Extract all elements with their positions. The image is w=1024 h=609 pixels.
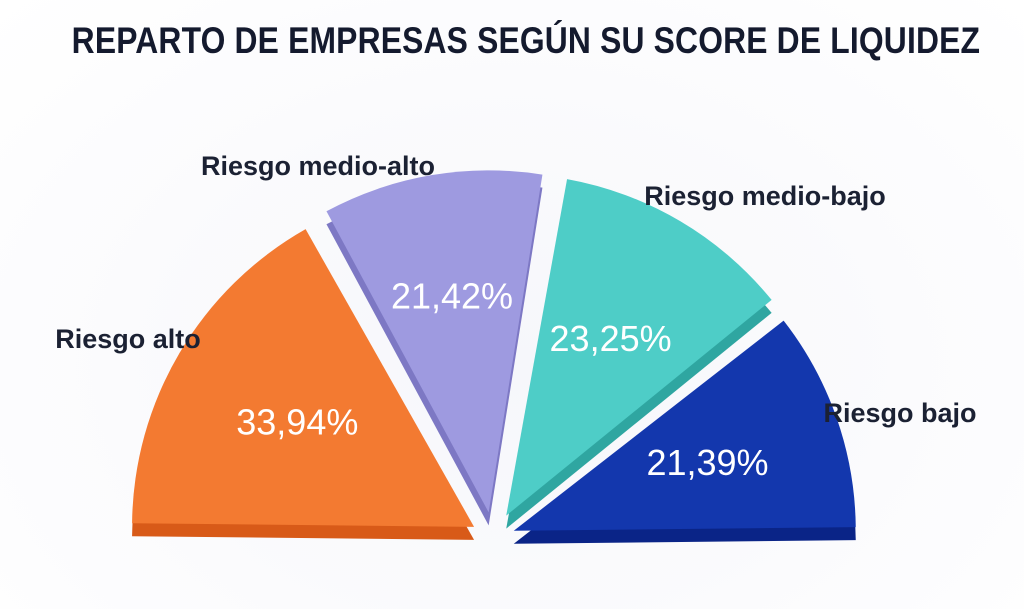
value-label-riesgo-medio-alto: 21,42% xyxy=(391,276,513,317)
category-label-riesgo-bajo: Riesgo bajo xyxy=(823,398,976,428)
slice-riesgo-medio-bajo xyxy=(506,179,772,516)
value-label-riesgo-bajo: 21,39% xyxy=(646,442,768,483)
slice-riesgo-medio-alto xyxy=(326,170,543,513)
slice-riesgo-alto xyxy=(132,229,475,527)
category-label-riesgo-medio-bajo: Riesgo medio-bajo xyxy=(644,181,886,211)
labels-group: 33,94% Riesgo alto 21,42% Riesgo medio-alto… xyxy=(55,151,976,483)
value-label-riesgo-medio-bajo: 23,25% xyxy=(550,318,672,359)
value-label-riesgo-alto: 33,94% xyxy=(236,402,358,443)
slice-riesgo-bajo xyxy=(513,320,856,531)
slices-group xyxy=(132,170,856,544)
category-label-riesgo-alto: Riesgo alto xyxy=(55,324,201,354)
category-label-riesgo-medio-alto: Riesgo medio-alto xyxy=(201,151,435,181)
chart-title: REPARTO DE EMPRESAS SEGÚN SU SCORE DE LI… xyxy=(71,20,981,61)
